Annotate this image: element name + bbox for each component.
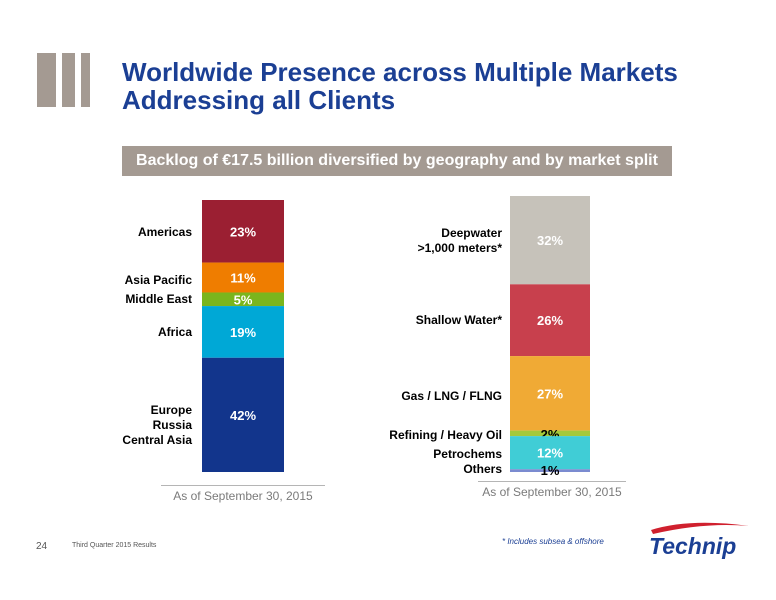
title-decoration-bar-3 [81,53,90,107]
label-europe-line-2: Russia [152,418,192,432]
label-others-line-1: Others [463,462,502,476]
label-europe-line-3: Central Asia [122,433,192,447]
label-asia-pacific: Asia Pacific [125,273,192,288]
geography-segment-1 [202,262,284,293]
title-decoration-bar-2 [62,53,75,107]
market-as-of-note: As of September 30, 2015 [478,481,626,499]
label-deepwater-line-1: Deepwater [441,226,502,240]
title-decoration-bar-1 [37,53,56,107]
market-data-label-0: 32% [537,233,563,248]
geography-segment-0 [202,200,284,263]
geography-as-of-note: As of September 30, 2015 [161,485,325,503]
geography-data-label-1: 11% [230,271,256,286]
market-data-label-1: 26% [537,313,563,328]
market-segment-5 [510,469,590,472]
market-segment-3 [510,430,590,437]
label-middle-east-line-1: Middle East [125,292,192,306]
label-africa-line-1: Africa [157,325,192,339]
geography-segment-2 [202,292,284,307]
label-refining: Refining / Heavy Oil [389,428,502,443]
label-middle-east: Middle East [125,292,192,307]
label-shallow-water: Shallow Water* [416,313,502,328]
label-europe-line-1: Europe [150,403,192,417]
geography-data-label-2: 5% [234,292,253,307]
market-segment-2 [510,356,590,431]
backlog-banner: Backlog of €17.5 billion diversified by … [122,146,672,176]
label-refining-line-1: Refining / Heavy Oil [389,428,502,442]
market-segment-4 [510,436,590,470]
market-segment-1 [510,284,590,357]
geography-segment-4 [202,357,284,472]
logo-wordmark: Technip [649,533,736,559]
label-petrochems: Petrochems [433,447,502,462]
page-title: Worldwide Presence across Multiple Marke… [122,58,742,114]
label-shallow-water-line-1: Shallow Water* [415,313,502,327]
market-data-label-5: 1% [541,463,560,478]
geography-data-label-4: 42% [230,408,256,423]
label-gas-lng-line-1: Gas / LNG / FLNG [401,389,502,403]
footer-text: Third Quarter 2015 Results [72,542,157,549]
label-americas-line-1: Americas [137,225,192,239]
label-petrochems-line-1: Petrochems [433,447,502,461]
geography-segment-3 [202,306,284,358]
market-data-label-2: 27% [537,386,563,401]
market-data-label-4: 12% [537,446,563,461]
label-deepwater-line-2: >1,000 meters* [417,241,502,255]
geography-data-label-0: 23% [230,224,256,239]
page-title-line-2: Addressing all Clients [122,85,396,115]
label-others: Others [463,462,502,477]
technip-logo: Technip [649,522,749,559]
label-deepwater: Deepwater >1,000 meters* [418,226,502,256]
logo-swoosh-icon [651,522,749,534]
label-gas-lng: Gas / LNG / FLNG [401,389,502,404]
label-americas: Americas [138,225,192,240]
page-number: 24 [36,541,48,552]
market-segment-0 [510,196,590,285]
label-africa: Africa [158,325,192,340]
label-europe: Europe Russia Central Asia [122,403,192,448]
label-asia-pacific-line-1: Asia Pacific [124,273,192,287]
footnote: * Includes subsea & offshore [502,537,604,546]
geography-data-label-3: 19% [230,325,256,340]
page-title-line-1: Worldwide Presence across Multiple Marke… [122,57,678,87]
